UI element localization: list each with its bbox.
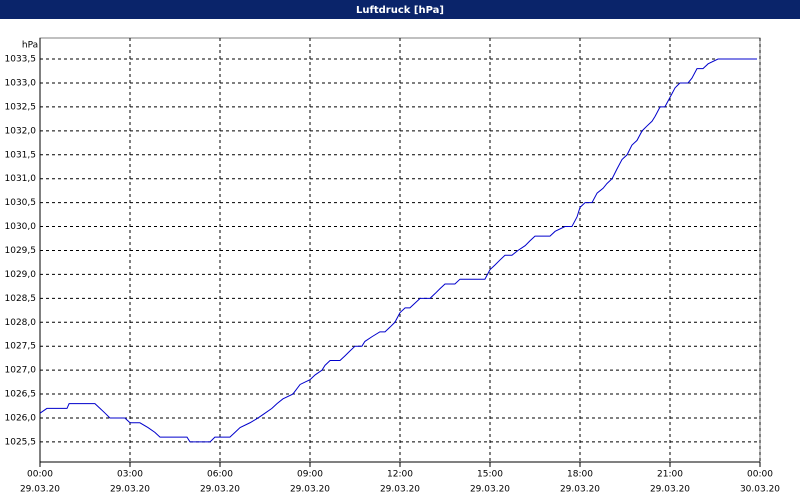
x-tick-label: 06:00 <box>207 470 233 480</box>
y-tick-label: 1031,0 <box>5 174 37 184</box>
x-tick-date: 29.03.20 <box>290 485 330 495</box>
x-tick-date: 29.03.20 <box>380 485 420 495</box>
y-tick-label: 1032,5 <box>5 102 37 112</box>
y-tick-label: 1026,0 <box>5 413 37 423</box>
y-tick-label: 1032,0 <box>5 126 37 136</box>
x-tick-label: 09:00 <box>297 470 323 480</box>
x-tick-label: 15:00 <box>477 470 503 480</box>
y-tick-label: 1025,5 <box>5 437 37 447</box>
y-tick-label: 1028,5 <box>5 294 37 304</box>
x-tick-label: 00:00 <box>747 470 773 480</box>
y-tick-label: 1027,5 <box>5 342 37 352</box>
y-tick-label: 1026,5 <box>5 390 37 400</box>
x-tick-date: 30.03.20 <box>740 485 780 495</box>
x-tick-label: 18:00 <box>567 470 593 480</box>
chart-title: Luftdruck [hPa] <box>356 5 444 16</box>
y-tick-label: 1031,5 <box>5 150 37 160</box>
x-tick-date: 29.03.20 <box>200 485 240 495</box>
line <box>39 58 757 443</box>
y-tick-label: 1028,0 <box>5 318 37 328</box>
title-bar <box>0 0 800 19</box>
x-tick-date: 29.03.20 <box>20 485 60 495</box>
x-tick-label: 21:00 <box>657 470 683 480</box>
y-tick-label: 1027,0 <box>5 366 37 376</box>
y-unit: hPa <box>22 41 38 51</box>
y-tick-label: 1033,0 <box>5 78 37 88</box>
y-tick-label: 1033,5 <box>5 55 37 65</box>
x-tick-date: 29.03.20 <box>650 485 690 495</box>
x-tick-date: 29.03.20 <box>470 485 510 495</box>
x-tick-label: 00:00 <box>27 470 53 480</box>
y-tick-label: 1030,5 <box>5 198 37 208</box>
y-tick-label: 1029,5 <box>5 246 37 256</box>
x-tick-label: 03:00 <box>117 470 143 480</box>
x-tick-date: 29.03.20 <box>110 485 150 495</box>
y-tick-label: 1030,0 <box>5 222 37 232</box>
x-tick-date: 29.03.20 <box>560 485 600 495</box>
x-tick-label: 12:00 <box>387 470 413 480</box>
y-tick-label: 1029,0 <box>5 270 37 280</box>
